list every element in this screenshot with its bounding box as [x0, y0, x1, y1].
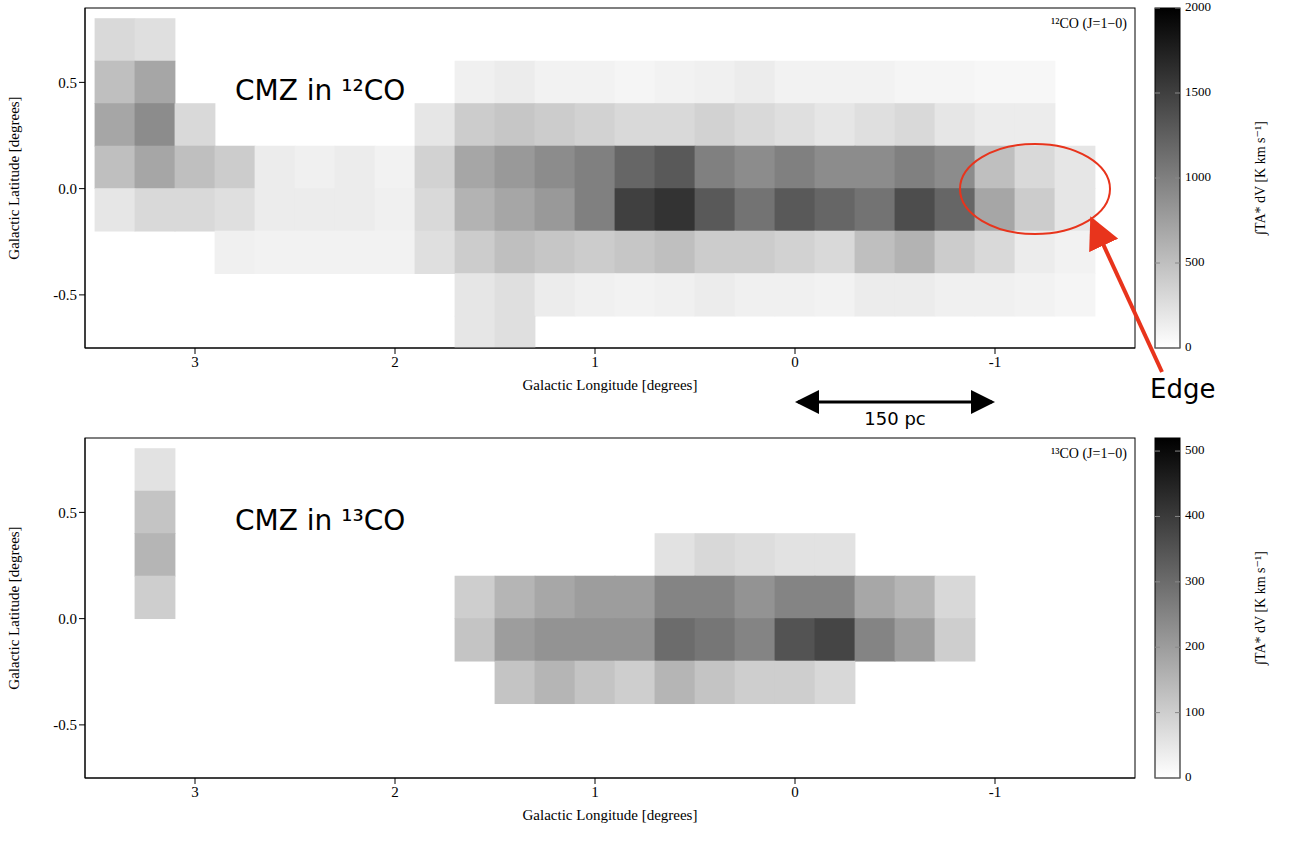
- svg-text:300: 300: [1185, 573, 1205, 588]
- svg-text:∫TA* dV [K km s⁻¹]: ∫TA* dV [K km s⁻¹]: [1253, 551, 1269, 666]
- svg-text:100: 100: [1185, 704, 1205, 719]
- svg-text:1: 1: [591, 784, 599, 800]
- svg-text:3: 3: [191, 354, 199, 370]
- svg-text:2: 2: [391, 784, 399, 800]
- svg-text:Galactic Longitude [degrees]: Galactic Longitude [degrees]: [523, 377, 698, 393]
- svg-text:0: 0: [1185, 769, 1192, 784]
- svg-text:0: 0: [1185, 339, 1192, 354]
- svg-text:0.0: 0.0: [58, 181, 77, 197]
- svg-text:500: 500: [1185, 442, 1205, 457]
- svg-text:Edge: Edge: [1150, 374, 1215, 404]
- svg-text:0.5: 0.5: [58, 505, 77, 521]
- svg-text:CMZ in ¹²CO: CMZ in ¹²CO: [235, 74, 405, 107]
- svg-text:0: 0: [791, 784, 799, 800]
- svg-text:∫TA* dV [K km s⁻¹]: ∫TA* dV [K km s⁻¹]: [1253, 121, 1269, 236]
- svg-text:CMZ in ¹³CO: CMZ in ¹³CO: [235, 504, 405, 537]
- svg-text:¹³CO (J=1−0): ¹³CO (J=1−0): [1051, 446, 1127, 462]
- svg-text:-0.5: -0.5: [53, 717, 77, 733]
- svg-text:0.0: 0.0: [58, 611, 77, 627]
- svg-text:-1: -1: [989, 784, 1002, 800]
- svg-text:0: 0: [791, 354, 799, 370]
- svg-text:¹²CO (J=1−0): ¹²CO (J=1−0): [1051, 16, 1127, 32]
- svg-text:1500: 1500: [1185, 84, 1211, 99]
- svg-text:400: 400: [1185, 507, 1205, 522]
- svg-text:-1: -1: [989, 354, 1002, 370]
- svg-text:1000: 1000: [1185, 169, 1211, 184]
- svg-text:2000: 2000: [1185, 0, 1211, 14]
- svg-text:200: 200: [1185, 638, 1205, 653]
- svg-text:0.5: 0.5: [58, 75, 77, 91]
- svg-text:Galactic Latitude [degrees]: Galactic Latitude [degrees]: [6, 96, 22, 259]
- svg-text:500: 500: [1185, 254, 1205, 269]
- svg-text:150 pc: 150 pc: [864, 408, 925, 429]
- svg-text:1: 1: [591, 354, 599, 370]
- svg-text:3: 3: [191, 784, 199, 800]
- svg-text:-0.5: -0.5: [53, 287, 77, 303]
- svg-text:2: 2: [391, 354, 399, 370]
- svg-text:Galactic Latitude [degrees]: Galactic Latitude [degrees]: [6, 526, 22, 689]
- svg-text:Galactic Longitude [degrees]: Galactic Longitude [degrees]: [523, 807, 698, 823]
